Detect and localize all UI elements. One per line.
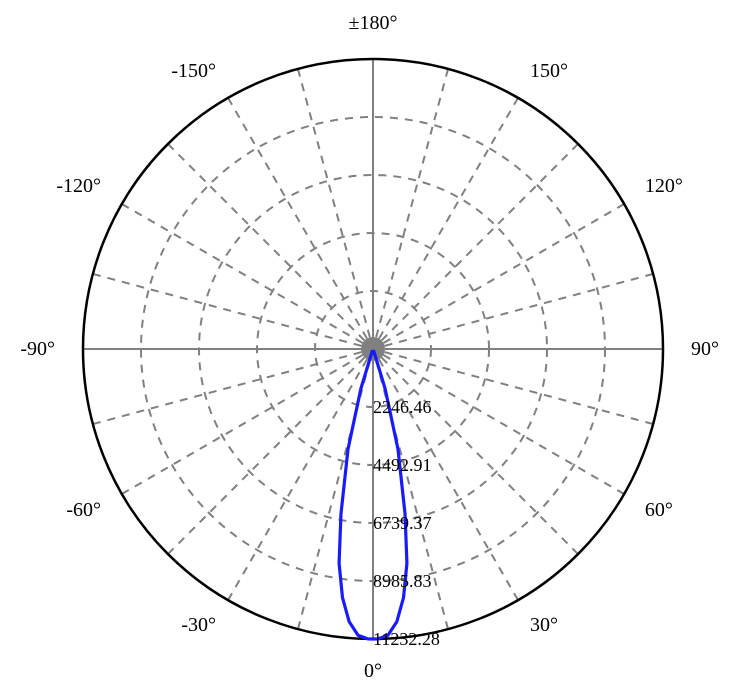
angle-label: -120°	[56, 175, 101, 197]
angle-label: 120°	[645, 175, 683, 197]
radial-label: 4492.91	[373, 455, 432, 475]
angle-label: 0°	[364, 660, 382, 682]
polar-svg: 2246.46 4492.91 6739.37 8985.83 11232.28 0° 30…	[0, 0, 746, 699]
radial-label: 2246.46	[373, 397, 432, 417]
angle-label: 60°	[645, 499, 673, 521]
angle-label: -30°	[181, 614, 216, 636]
radial-label: 8985.83	[373, 571, 432, 591]
angle-label: ±180°	[349, 12, 398, 34]
angle-label: -60°	[66, 499, 101, 521]
angle-label: 30°	[530, 614, 558, 636]
radial-label: 6739.37	[373, 513, 432, 533]
hub	[361, 337, 385, 361]
angle-label: -150°	[171, 60, 216, 82]
angle-label: -90°	[20, 338, 55, 360]
angle-label: 90°	[691, 338, 719, 360]
angle-label: 150°	[530, 60, 568, 82]
radial-label: 11232.28	[373, 629, 440, 649]
polar-chart: 2246.46 4492.91 6739.37 8985.83 11232.28 0° 30…	[0, 0, 746, 699]
